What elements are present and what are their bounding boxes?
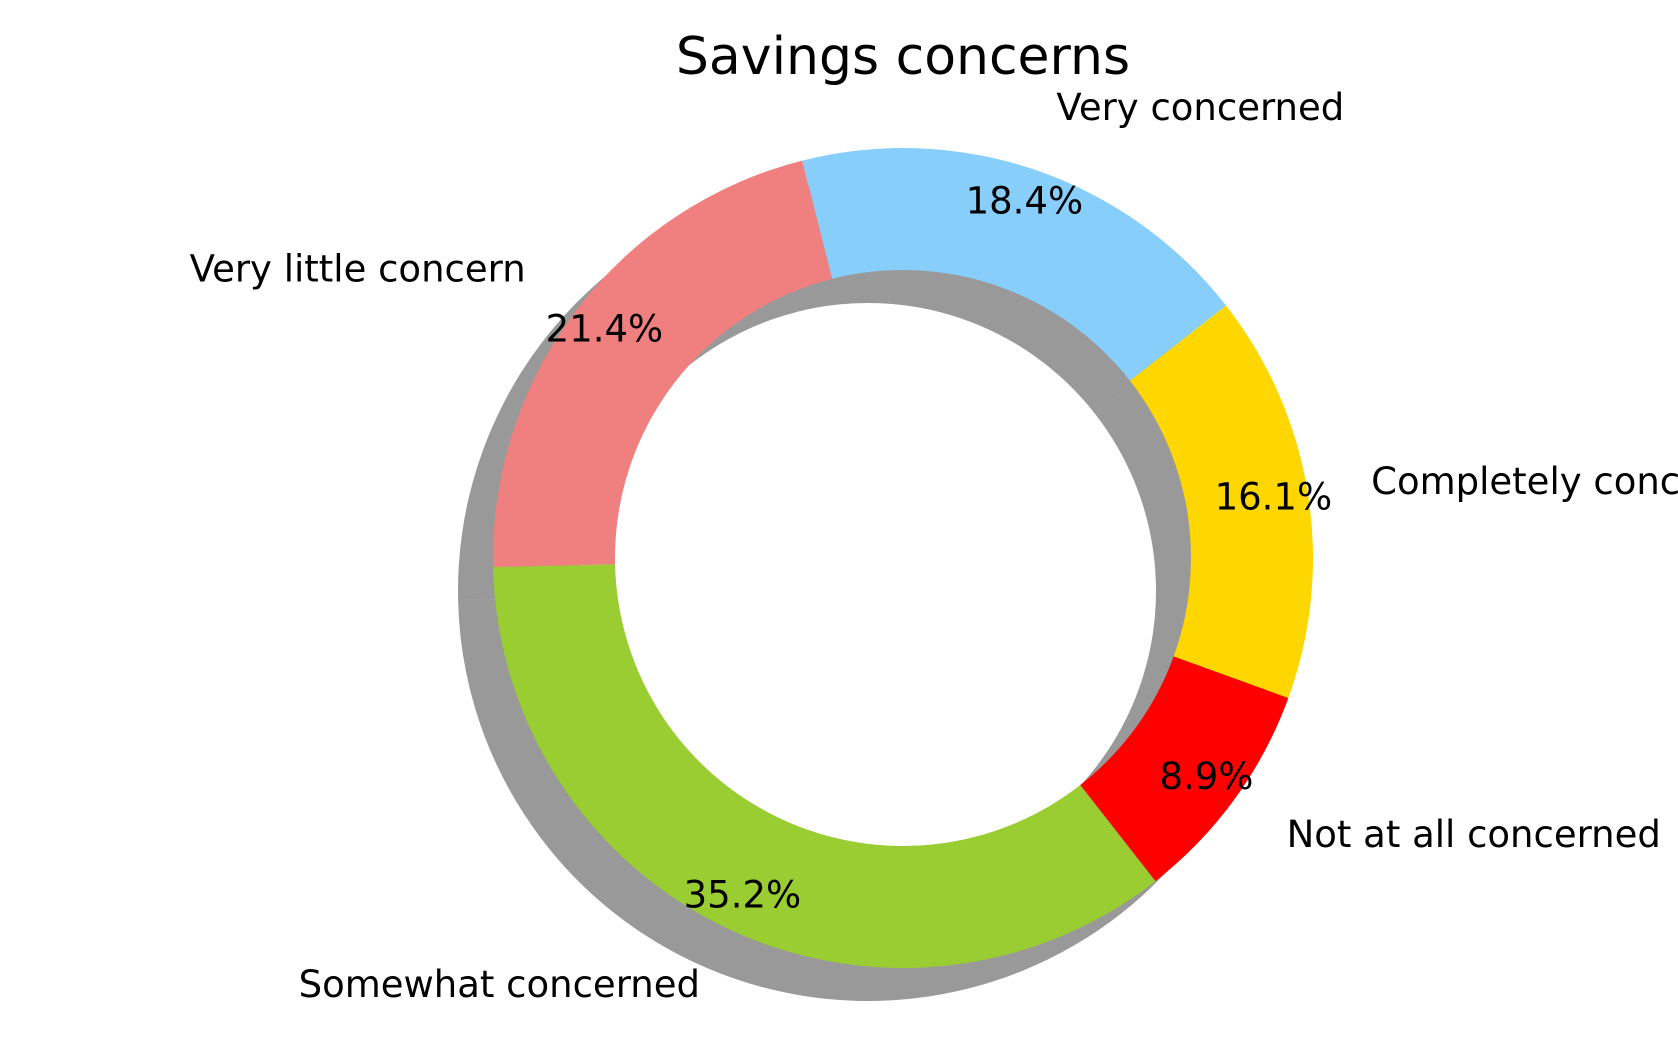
slice-very-concerned	[802, 148, 1227, 381]
label-layer: Very concerned 18.4% Very little concern 21…	[190, 86, 1678, 1006]
slice-layer	[492, 148, 1313, 969]
slice-label-somewhat-concerned: Somewhat concerned	[299, 963, 700, 1006]
slice-label-very-concerned: Very concerned	[1056, 86, 1344, 129]
pct-label-not-at-all-concerned: 8.9%	[1159, 755, 1253, 798]
slice-label-completely-concerned: Completely concerned	[1371, 460, 1678, 503]
slice-completely-concerned	[1129, 305, 1313, 698]
slice-label-not-at-all-concerned: Not at all concerned	[1287, 813, 1661, 856]
pct-label-completely-concerned: 16.1%	[1215, 476, 1333, 519]
pct-label-very-concerned: 18.4%	[966, 180, 1084, 223]
slice-very-little-concern	[492, 160, 833, 568]
slice-not-at-all-concerned	[1080, 656, 1289, 882]
slice-label-very-little-concern: Very little concern	[190, 248, 526, 291]
pct-label-very-little-concern: 21.4%	[546, 308, 664, 351]
slice-somewhat-concerned	[493, 564, 1156, 969]
chart-title: Savings concerns	[676, 27, 1130, 87]
pct-label-somewhat-concerned: 35.2%	[684, 873, 802, 916]
